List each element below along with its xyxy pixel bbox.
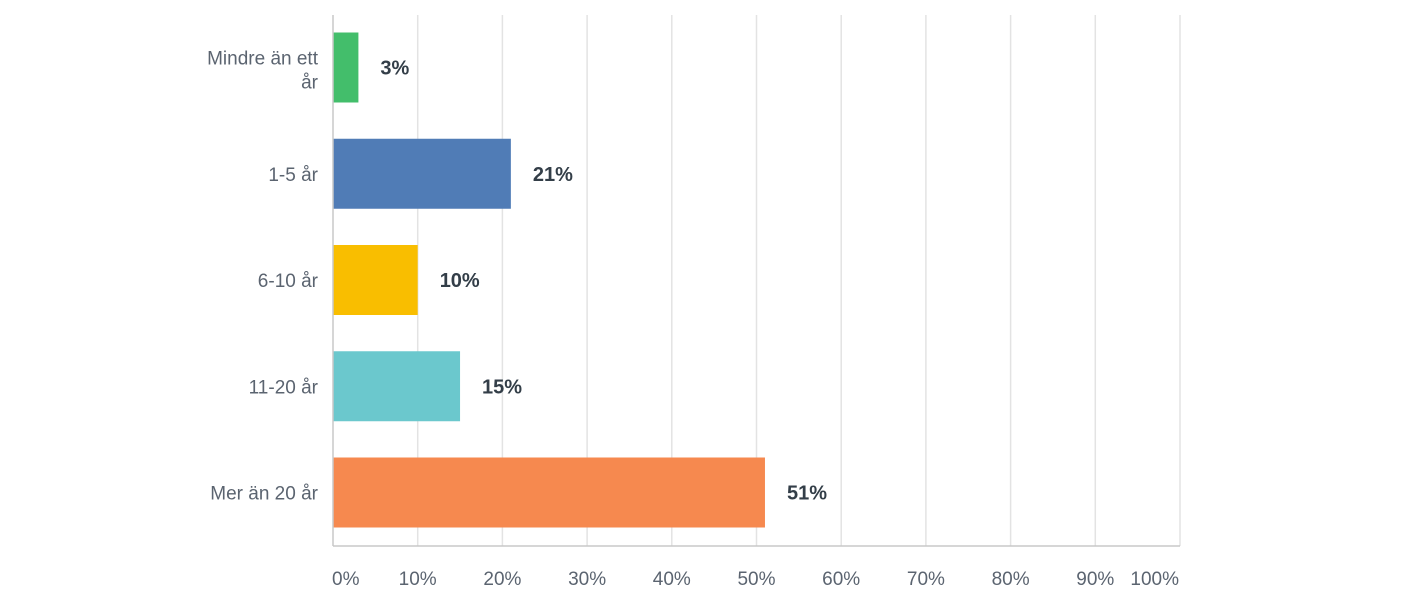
bars: [333, 32, 765, 528]
category-label: 1-5 år: [268, 165, 318, 186]
gridlines: [416, 15, 1181, 546]
bar[interactable]: [333, 138, 511, 209]
labels: 3% Mindre än ett år 21% 1-5 år 10% 6-10 år 15% 1…: [207, 49, 827, 505]
x-tick-label: 0%: [332, 569, 360, 590]
bar-value-label: 3%: [380, 58, 409, 80]
bar[interactable]: [333, 351, 461, 422]
bar-value-label: 10%: [440, 270, 480, 292]
category-label: 6-10 år: [258, 271, 319, 292]
bar[interactable]: [333, 457, 765, 528]
x-tick-label: 100%: [1130, 569, 1179, 590]
bar-value-label: 51%: [787, 483, 827, 505]
category-label: Mindre än ett år: [207, 49, 319, 94]
x-tick-label: 10%: [399, 569, 437, 590]
x-axis-ticks: 0% 10% 20% 30% 40% 50% 60% 70% 80% 90% 100%: [332, 569, 1179, 590]
x-tick-label: 50%: [737, 569, 775, 590]
x-tick-label: 60%: [822, 569, 860, 590]
bar-value-label: 15%: [482, 376, 522, 398]
bar[interactable]: [333, 32, 359, 103]
bar-value-label: 21%: [533, 164, 573, 186]
category-label: 11-20 år: [249, 377, 319, 398]
x-tick-label: 70%: [907, 569, 945, 590]
x-tick-label: 90%: [1076, 569, 1114, 590]
x-tick-label: 40%: [653, 569, 691, 590]
x-tick-label: 30%: [568, 569, 606, 590]
bar[interactable]: [333, 245, 418, 315]
x-tick-label: 80%: [992, 569, 1030, 590]
category-label: Mer än 20 år: [210, 484, 318, 505]
x-tick-label: 20%: [483, 569, 521, 590]
